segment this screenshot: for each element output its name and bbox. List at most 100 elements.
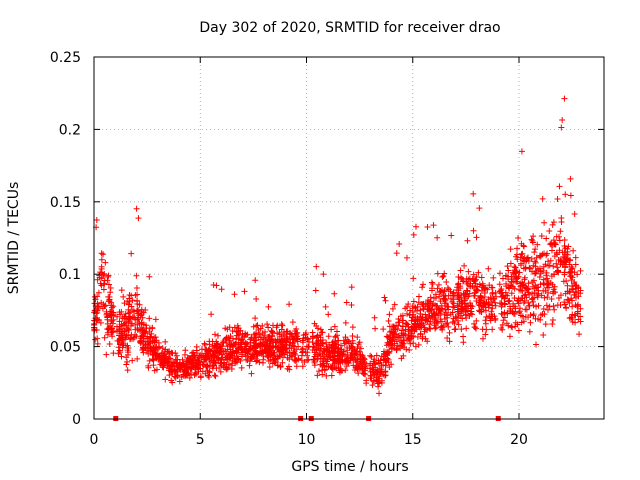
data-point (511, 285, 518, 292)
data-point (284, 349, 291, 356)
data-point (545, 306, 552, 313)
data-point (134, 325, 141, 332)
data-point (400, 352, 407, 359)
data-point (429, 280, 436, 287)
data-point (428, 279, 435, 286)
data-point (293, 357, 300, 364)
data-point (252, 277, 259, 284)
data-point (356, 365, 363, 372)
data-point (439, 273, 446, 280)
data-point (506, 297, 513, 304)
data-point (571, 210, 578, 217)
data-point (260, 353, 267, 360)
data-point (141, 329, 148, 336)
data-point (470, 190, 477, 197)
data-point (572, 254, 579, 261)
data-point (109, 304, 116, 311)
data-point (557, 228, 564, 235)
data-point (199, 352, 206, 359)
data-point (133, 284, 140, 291)
data-point (431, 322, 438, 329)
data-point (548, 247, 555, 254)
data-point (410, 275, 417, 282)
data-point (525, 299, 532, 306)
data-point (315, 368, 322, 375)
data-point (298, 357, 305, 364)
data-point (312, 287, 319, 294)
data-point (314, 356, 321, 363)
data-point (204, 363, 211, 370)
data-point (549, 316, 556, 323)
data-point (229, 327, 236, 334)
x-tick-label: 0 (90, 432, 99, 448)
data-point (473, 273, 480, 280)
data-point (557, 302, 564, 309)
data-point (446, 338, 453, 345)
data-point (529, 279, 536, 286)
data-point (126, 301, 133, 308)
data-point (567, 192, 574, 199)
data-point (177, 366, 184, 373)
data-point (412, 343, 419, 350)
data-point (412, 223, 419, 230)
data-point (481, 290, 488, 297)
data-point (402, 305, 409, 312)
data-point (535, 290, 542, 297)
data-point (114, 313, 121, 320)
data-point (577, 267, 584, 274)
y-tick-label: 0 (72, 412, 81, 428)
data-point (128, 320, 135, 327)
data-point (213, 338, 220, 345)
data-point (279, 359, 286, 366)
data-point (105, 272, 112, 279)
data-point (101, 334, 108, 341)
data-point (341, 340, 348, 347)
data-point (284, 335, 291, 342)
data-point (431, 311, 438, 318)
data-point (254, 322, 261, 329)
chart-title: Day 302 of 2020, SRMTID for receiver dra… (199, 20, 500, 36)
data-point (386, 364, 393, 371)
data-point (193, 343, 200, 350)
data-point (461, 262, 468, 269)
data-point (161, 350, 168, 357)
data-point (517, 254, 524, 261)
data-point (567, 175, 574, 182)
data-point (117, 311, 124, 318)
data-point (429, 314, 436, 321)
data-point (556, 183, 563, 190)
data-point (318, 342, 325, 349)
data-point (211, 372, 218, 379)
data-point (360, 354, 367, 361)
data-point (566, 289, 573, 296)
data-point (389, 334, 396, 341)
data-point (248, 335, 255, 342)
data-point (260, 359, 267, 366)
data-point (223, 361, 230, 368)
data-point (237, 343, 244, 350)
data-point (441, 288, 448, 295)
data-point (508, 290, 515, 297)
data-point (102, 259, 109, 266)
data-point (575, 293, 582, 300)
data-point (464, 302, 471, 309)
data-point (162, 376, 169, 383)
data-point (519, 250, 526, 257)
data-point (115, 350, 122, 357)
data-point (109, 309, 116, 316)
data-point (128, 250, 135, 257)
data-points (91, 95, 584, 397)
data-point (385, 318, 392, 325)
data-point (325, 311, 332, 318)
data-point (361, 371, 368, 378)
data-point (406, 312, 413, 319)
data-point (226, 342, 233, 349)
data-point (455, 287, 462, 294)
data-point (552, 289, 559, 296)
data-point (105, 326, 112, 333)
data-point (465, 293, 472, 300)
data-point (460, 290, 467, 297)
data-point (441, 270, 448, 277)
data-point (368, 375, 375, 382)
data-point (449, 298, 456, 305)
